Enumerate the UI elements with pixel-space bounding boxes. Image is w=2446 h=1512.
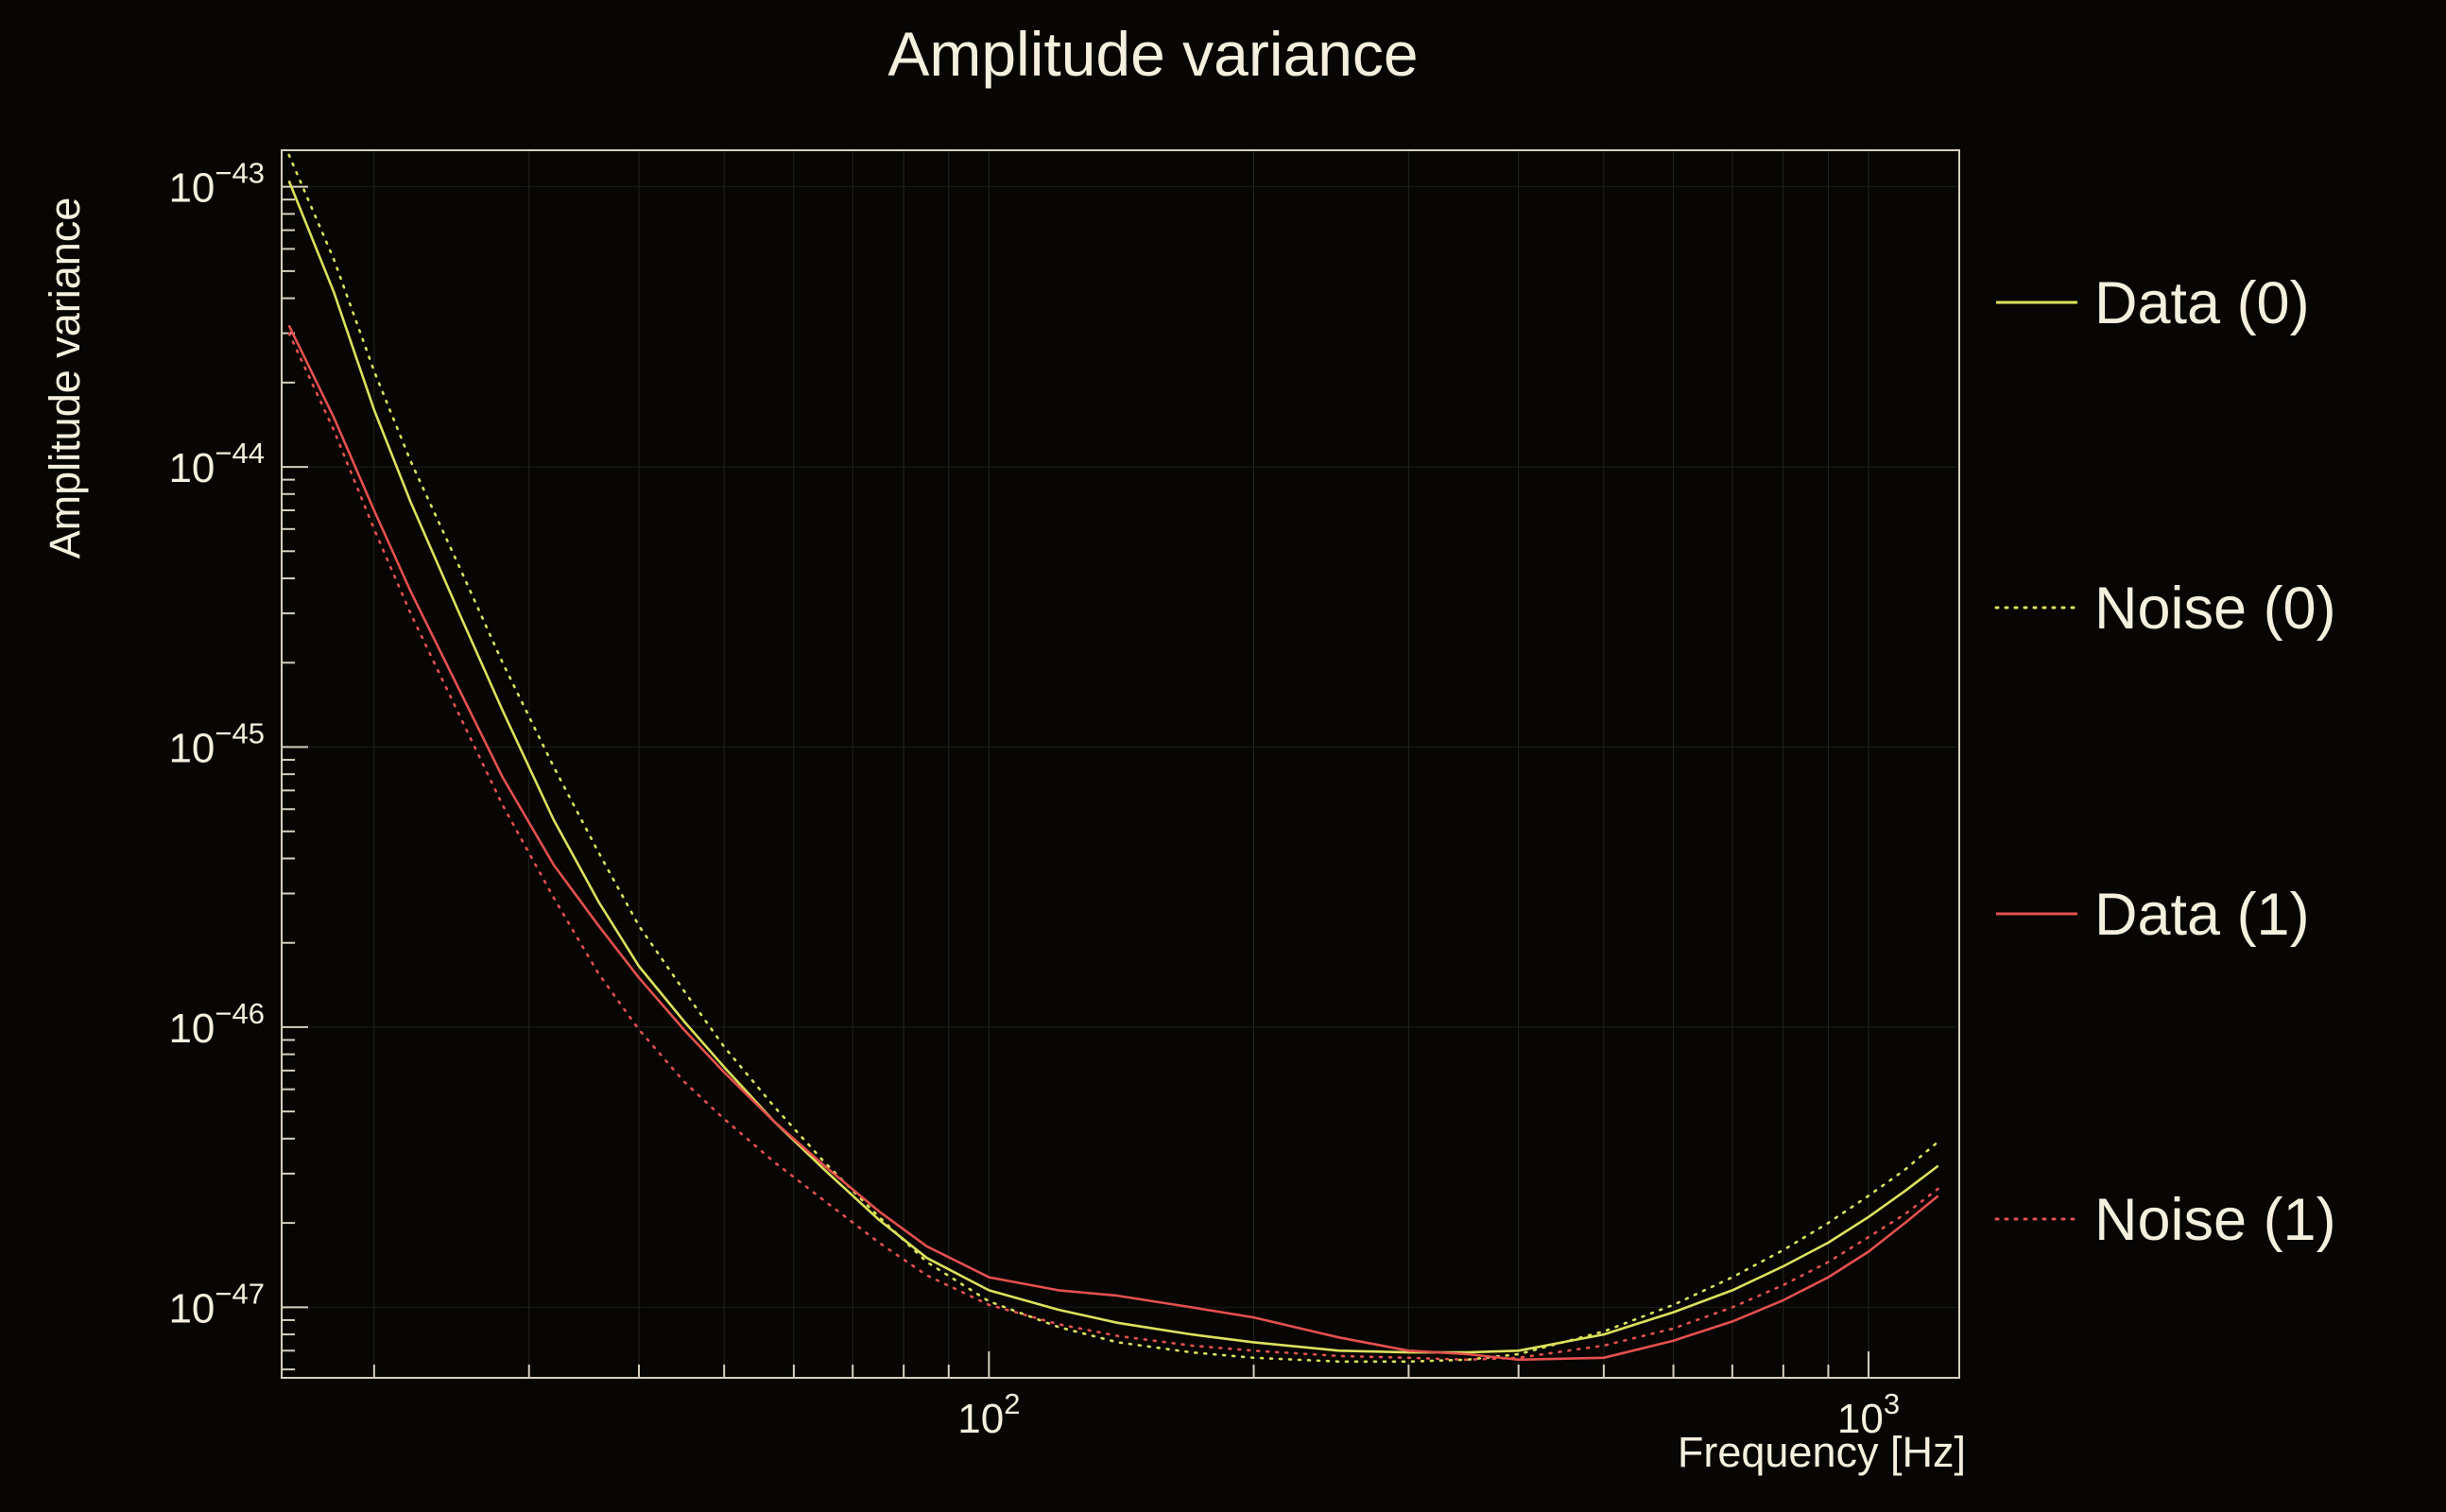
legend-label-data-1-: Data (1) [2094, 882, 2310, 948]
legend-label-data-0-: Data (0) [2094, 270, 2310, 336]
legend-entry-data-0-: Data (0) [1996, 270, 2310, 336]
chart-title: Amplitude variance [887, 19, 1418, 89]
series-line-data-0- [287, 180, 1939, 1354]
x-tick-label: 102 [957, 1387, 1020, 1442]
x-tick-label: 103 [1837, 1387, 1900, 1442]
y-tick-label: 10−44 [168, 437, 265, 491]
legend-label-noise-0-: Noise (0) [2094, 576, 2336, 642]
series-line-noise-0- [287, 153, 1939, 1364]
series-line-data-1- [287, 324, 1939, 1362]
x-axis-title: Frequency [Hz] [1678, 1428, 1966, 1476]
y-tick-label: 10−47 [168, 1277, 265, 1332]
y-tick-label: 10−46 [168, 997, 265, 1052]
legend-entry-noise-0-: Noise (0) [1994, 576, 2336, 642]
tick-labels: 10−43 10−44 10−45 10−46 10−47 102 103 [168, 157, 1900, 1442]
y-axis-title: Amplitude variance [41, 198, 89, 559]
frame-border [281, 149, 1960, 1379]
series-lines [287, 153, 1939, 1364]
y-tick-label: 10−43 [168, 157, 265, 212]
series-line-noise-1- [287, 332, 1939, 1362]
legend-entry-data-1-: Data (1) [1996, 882, 2310, 948]
legend-entry-noise-1-: Noise (1) [1994, 1187, 2336, 1253]
legend-label-noise-1-: Noise (1) [2094, 1187, 2336, 1253]
legend: Data (0) Noise (0) Data (1) Noise (1) [1994, 270, 2336, 1253]
plot-frame [281, 149, 1960, 1379]
y-tick-label: 10−45 [168, 716, 265, 771]
axis-ticks [282, 185, 1870, 1378]
grid [282, 150, 1959, 1378]
